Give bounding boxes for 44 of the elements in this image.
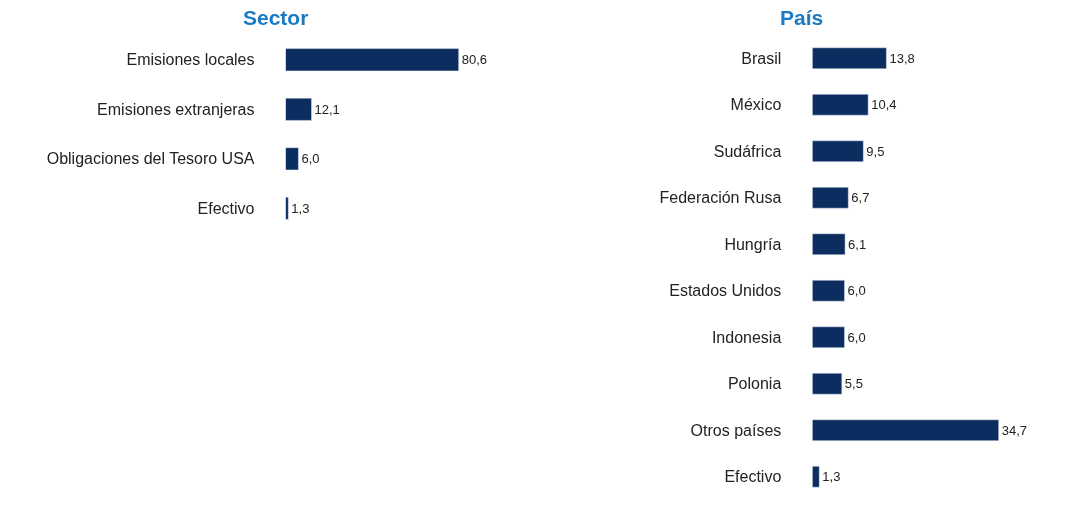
bar (812, 140, 864, 162)
bar (285, 97, 312, 121)
bar (812, 466, 820, 488)
data-label: 6,0 (847, 329, 866, 345)
y-tick-label: Efectivo (197, 199, 255, 217)
data-label: 80,6 (461, 52, 488, 68)
y-tick-label: México (730, 96, 782, 114)
bar (285, 147, 299, 171)
y-tick-label: Emisiones extranjeras (97, 100, 255, 118)
y-tick-label: Polonia (727, 375, 782, 393)
data-label: 34,7 (1001, 422, 1028, 438)
bar (812, 280, 845, 302)
y-tick-label: Obligaciones del Tesoro USA (46, 150, 255, 168)
data-label: 6,1 (848, 236, 867, 252)
data-label: 12,1 (314, 101, 340, 117)
bar (812, 326, 845, 348)
bar (812, 94, 869, 116)
bar (812, 233, 846, 255)
y-tick-label: Estados Unidos (669, 282, 782, 300)
y-tick-label: Sudáfrica (713, 142, 782, 160)
chart-title: País (780, 6, 824, 29)
data-label: 6,7 (851, 190, 870, 206)
y-tick-label: Hungría (724, 235, 782, 253)
bar (285, 196, 289, 220)
bar (812, 373, 843, 395)
data-label: 1,3 (291, 200, 310, 216)
data-label: 13,8 (889, 50, 915, 66)
data-label: 6,0 (301, 151, 320, 167)
bar (812, 47, 887, 69)
y-tick-label: Indonesia (711, 328, 782, 346)
bar (285, 48, 459, 72)
data-label: 1,3 (822, 469, 841, 485)
bar (812, 187, 849, 209)
y-tick-label: Federación Rusa (659, 189, 782, 207)
data-label: 6,0 (847, 283, 866, 299)
bar (812, 419, 999, 441)
data-label: 5,5 (844, 376, 863, 392)
y-tick-label: Emisiones locales (126, 51, 255, 69)
data-label: 9,5 (866, 143, 885, 159)
y-tick-label: Efectivo (724, 468, 782, 486)
chart-title: Sector (243, 6, 309, 29)
y-tick-label: Otros países (690, 421, 782, 439)
data-label: 10,4 (871, 97, 897, 113)
y-tick-label: Brasil (741, 49, 782, 67)
